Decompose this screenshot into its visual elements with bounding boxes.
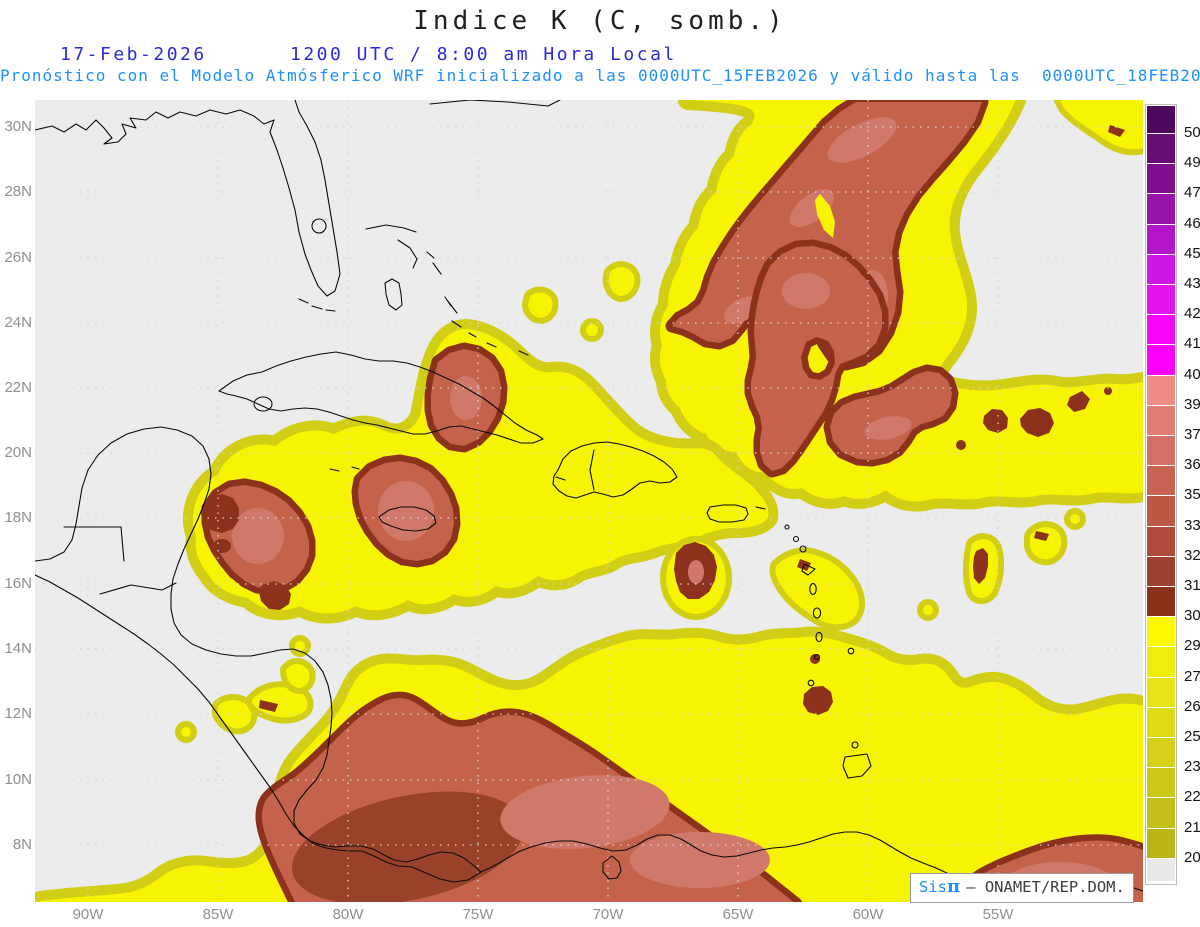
colorbar-segment (1147, 526, 1175, 557)
colorbar-tick-label: 32.6 (1184, 546, 1200, 564)
colorbar-segment (1147, 224, 1175, 255)
lon-tick-label: 70W (592, 906, 624, 923)
colorbar-segment (1147, 858, 1175, 882)
colorbar-tick-label: 23.9 (1184, 758, 1200, 776)
lon-tick-label: 55W (982, 906, 1014, 923)
colorbar-tick-label: 35.2 (1184, 486, 1200, 504)
page-title: Indice K (C, somb.) (413, 6, 787, 36)
lon-tick-label: 85W (202, 906, 234, 923)
colorbar-tick-label: 33.9 (1184, 516, 1200, 534)
lat-tick-label: 14N (4, 640, 32, 657)
colorbar-tick-label: 36.5 (1184, 456, 1200, 474)
lat-tick-label: 24N (4, 314, 32, 331)
lat-tick-label: 8N (12, 836, 32, 853)
colorbar-tick-label: 39.1 (1184, 395, 1200, 413)
lon-tick-label: 75W (462, 906, 494, 923)
colorbar-segment (1147, 587, 1175, 618)
colorbar-segment (1147, 106, 1175, 134)
colorbar-tick-label: 47.8 (1184, 184, 1200, 202)
colorbar-tick-label: 22.6 (1184, 788, 1200, 806)
colorbar-tick-label: 29.1 (1184, 637, 1200, 655)
model-subtitle: Pronóstico con el Modelo Atmósferico WRF… (0, 66, 1200, 85)
colorbar-segment (1147, 707, 1175, 738)
colorbar-segment (1147, 496, 1175, 527)
colorbar-tick-label: 26.5 (1184, 697, 1200, 715)
lat-tick-label: 28N (4, 183, 32, 200)
lat-tick-label: 18N (4, 509, 32, 526)
lat-tick-label: 12N (4, 705, 32, 722)
colorbar-tick-label: 30 (1184, 607, 1200, 625)
colorbar-tick-label: 37.8 (1184, 426, 1200, 443)
lat-tick-label: 22N (4, 379, 32, 396)
colorbar-segment (1147, 828, 1175, 859)
pi-logo-icon: π (947, 876, 961, 897)
lat-tick-label: 10N (4, 771, 32, 788)
forecast-date: 17-Feb-2026 (60, 44, 207, 65)
colorbar-segment (1147, 556, 1175, 587)
colorbar-segment (1147, 254, 1175, 285)
colorbar-tick-label: 45.2 (1184, 244, 1200, 262)
colorbar-segment (1147, 738, 1175, 769)
colorbar-segment (1147, 134, 1175, 165)
colorbar-tick-label: 43.9 (1184, 275, 1200, 292)
colorbar-segment (1147, 285, 1175, 316)
colorbar-tick-label: 46.5 (1184, 214, 1200, 232)
colorbar-segment (1147, 798, 1175, 829)
colorbar-segment (1147, 405, 1175, 436)
colorbar-segment (1147, 164, 1175, 195)
colorbar-segment (1147, 194, 1175, 225)
lon-tick-label: 60W (852, 906, 884, 923)
watermark-badge: Sisπ – ONAMET/REP.DOM. (910, 873, 1134, 903)
lon-tick-label: 65W (722, 906, 754, 923)
colorbar-tick-label: 21.3 (1184, 818, 1200, 836)
colorbar-tick-label: 40 (1184, 365, 1200, 383)
colorbar-segment (1147, 768, 1175, 799)
colorbar-tick-label: 49.1 (1184, 154, 1200, 172)
lon-tick-label: 80W (332, 906, 364, 923)
lat-tick-label: 20N (4, 444, 32, 461)
colorbar-tick-label: 41.3 (1184, 335, 1200, 353)
colorbar-segment (1147, 617, 1175, 648)
lat-tick-label: 16N (4, 575, 32, 592)
lat-tick-label: 30N (4, 118, 32, 135)
colorbar-tick-label: 31.3 (1184, 577, 1200, 594)
colorbar-segment (1147, 647, 1175, 678)
grid-lines (35, 100, 1143, 902)
colorbar-segment (1147, 677, 1175, 708)
colorbar-segment (1147, 436, 1175, 467)
forecast-time: 1200 UTC / 8:00 am Hora Local (290, 44, 677, 65)
colorbar-tick-label: 50 (1184, 124, 1200, 141)
colorbar-tick-label: 27.8 (1184, 667, 1200, 685)
lon-tick-label: 90W (72, 906, 104, 923)
colorbar-segment (1147, 375, 1175, 406)
colorbar-segment (1147, 466, 1175, 497)
lat-tick-label: 26N (4, 249, 32, 266)
colorbar-segment (1147, 315, 1175, 346)
watermark-text: – ONAMET/REP.DOM. (966, 878, 1125, 896)
colorbar-segment (1147, 345, 1175, 376)
coastlines (35, 100, 1143, 902)
colorbar-tick-label: 20 (1184, 848, 1200, 866)
watermark-brand: Sis (919, 878, 947, 896)
colorbar (1145, 104, 1177, 885)
colorbar-tick-label: 25.2 (1184, 728, 1200, 745)
colorbar-tick-label: 42.6 (1184, 305, 1200, 323)
